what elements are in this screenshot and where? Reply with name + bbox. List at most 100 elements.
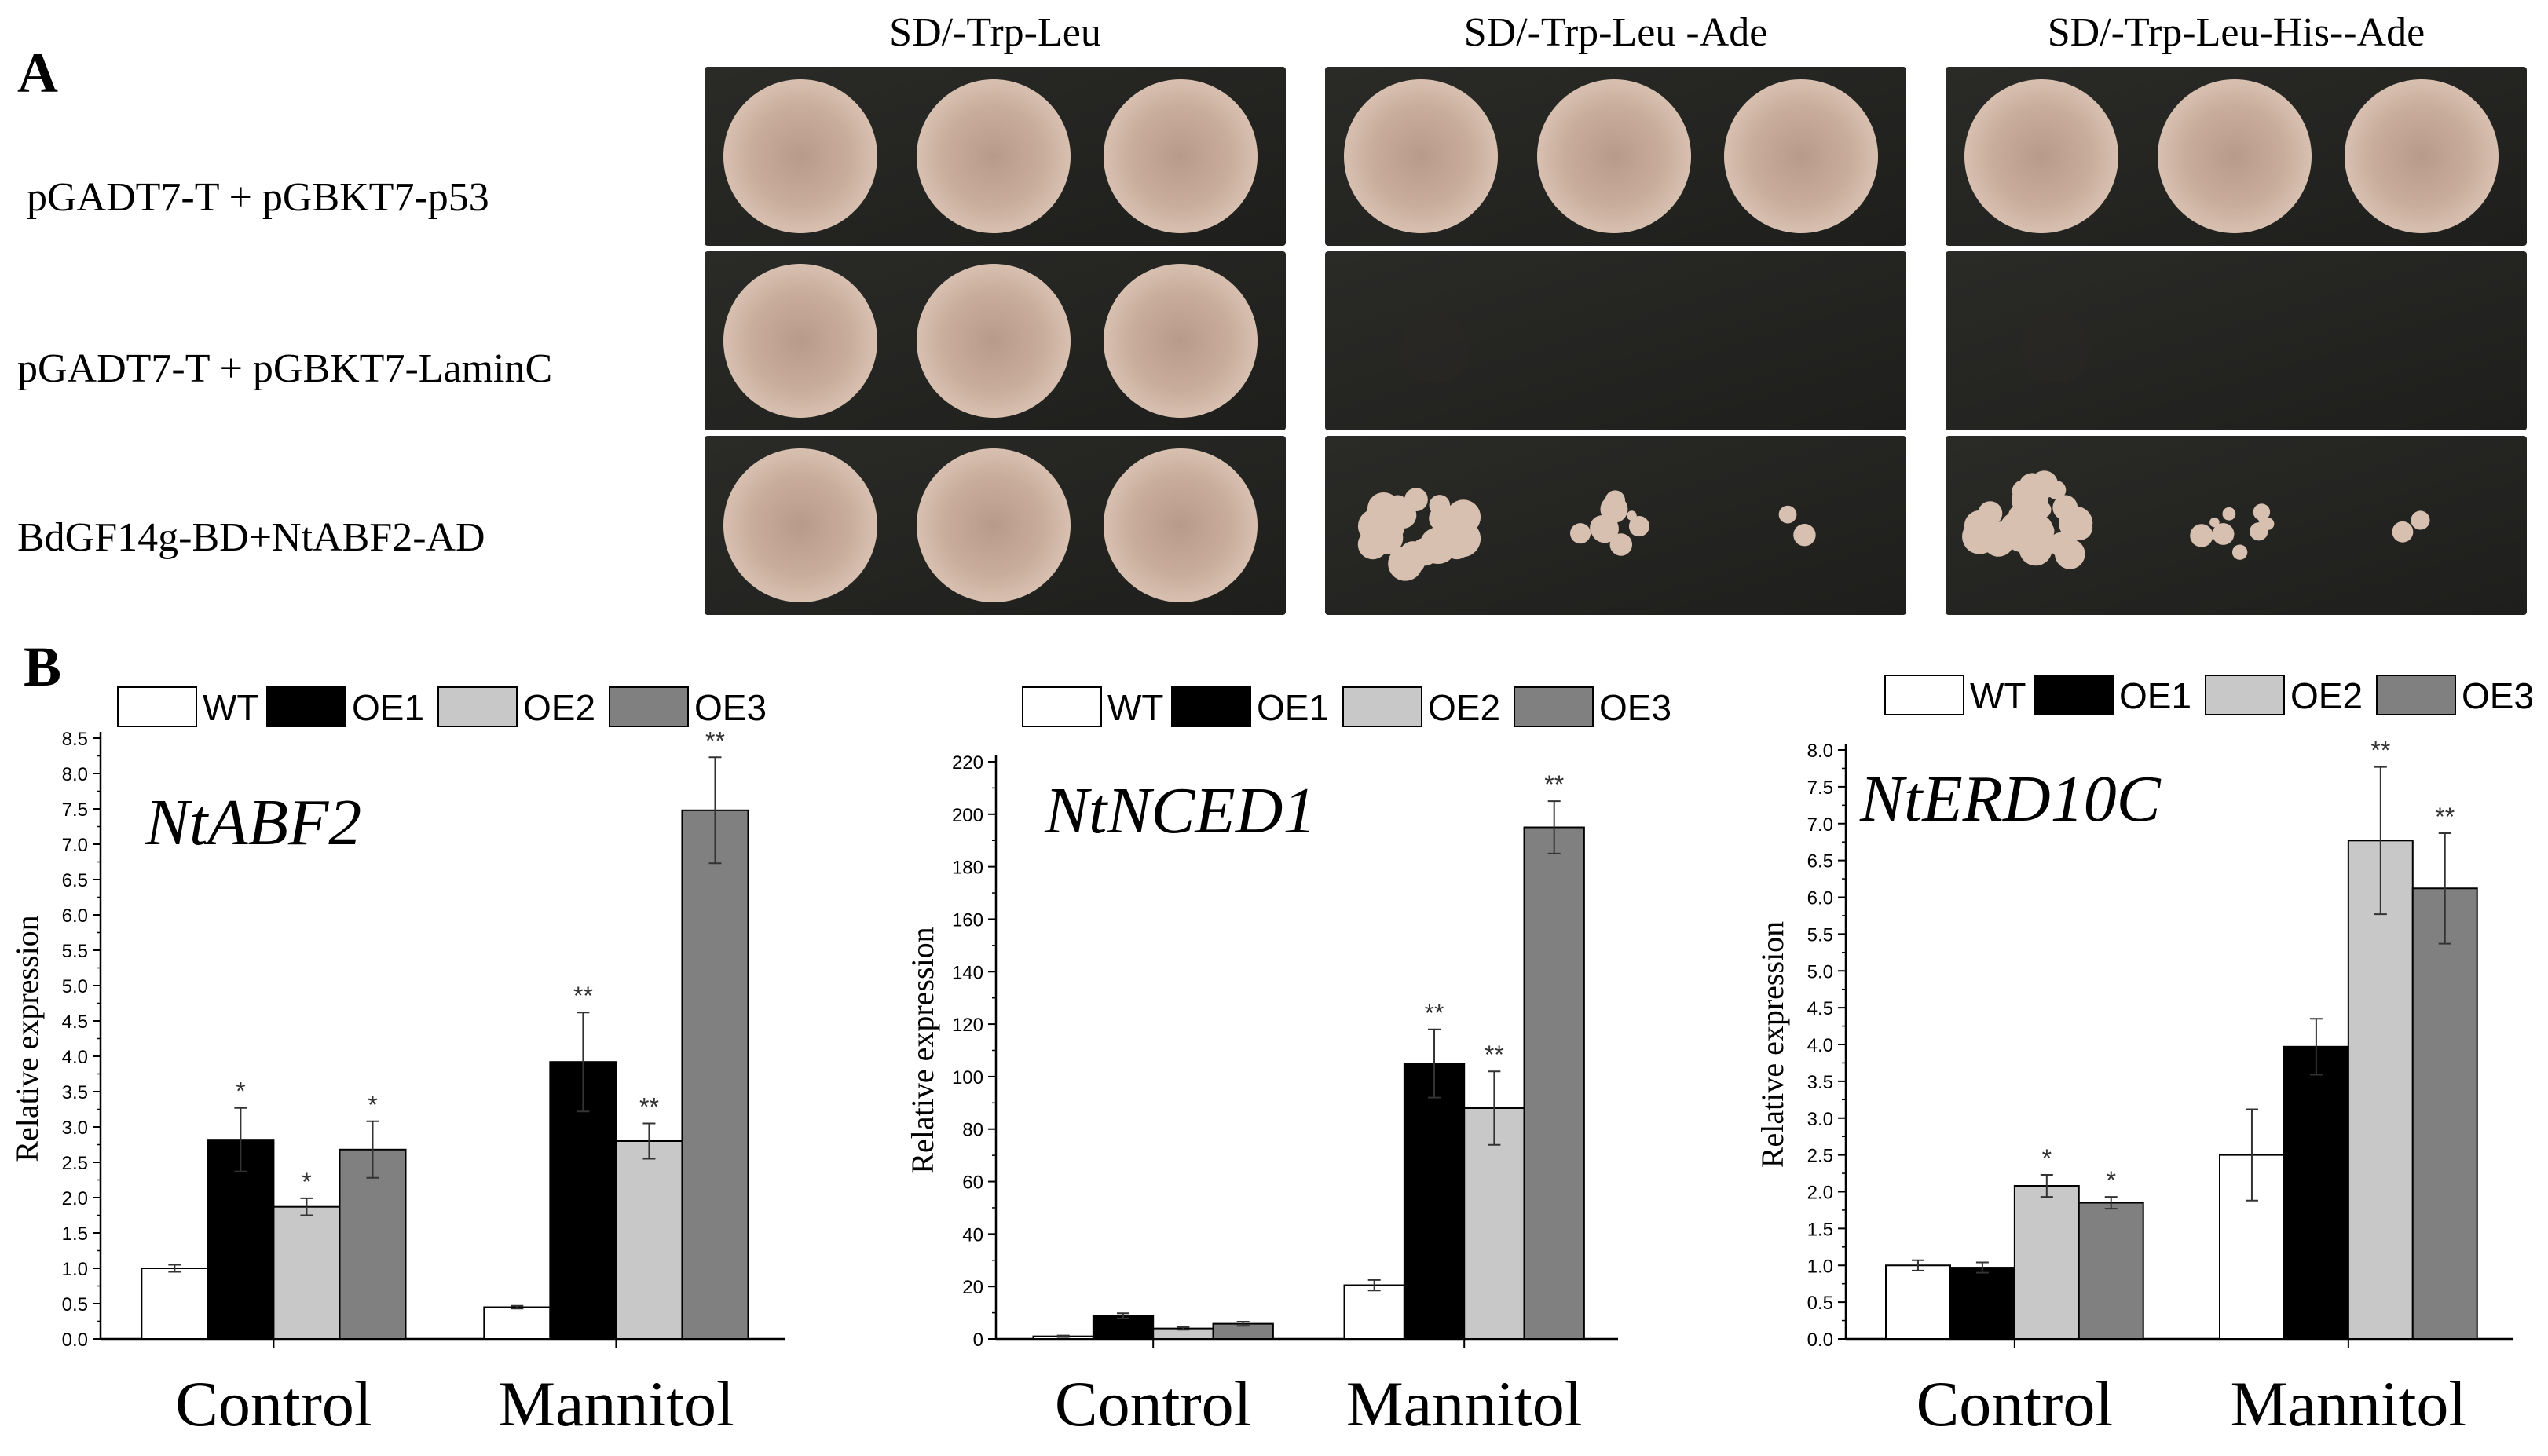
yeast-colony bbox=[1999, 511, 2037, 549]
y-tick-label: 5.0 bbox=[62, 976, 88, 997]
y-tick-label: 40 bbox=[962, 1224, 983, 1246]
yeast-spot bbox=[723, 79, 877, 233]
yeast-colony bbox=[1590, 515, 1615, 540]
column-header-sd-trp-leu: SD/-Trp-Leu bbox=[889, 10, 1101, 55]
y-tick-label: 5.0 bbox=[1807, 961, 1833, 982]
yeast-spot bbox=[2345, 79, 2499, 233]
y-tick-label: 120 bbox=[952, 1015, 983, 1036]
y-tick-label: 1.5 bbox=[62, 1224, 88, 1245]
y-tick-label: 2.5 bbox=[62, 1153, 88, 1174]
plate-r3-c3 bbox=[1946, 436, 2527, 615]
legend-swatch-oe1 bbox=[1171, 686, 1251, 727]
y-axis-label: Relative expression bbox=[905, 927, 940, 1173]
bar-oe2-mannitol bbox=[1463, 1107, 1525, 1340]
yeast-spot bbox=[1724, 79, 1878, 233]
yeast-spot bbox=[917, 264, 1071, 418]
legend-swatch-oe2 bbox=[2205, 675, 2285, 715]
y-tick-label: 140 bbox=[952, 962, 983, 983]
faint-spot bbox=[1400, 314, 1470, 383]
yeast-colony bbox=[1388, 546, 1423, 581]
x-category-label: Control bbox=[175, 1368, 372, 1440]
y-tick-label: 160 bbox=[952, 909, 983, 931]
significance-mark: ** bbox=[1485, 1041, 1504, 1069]
legend-label-oe3: OE3 bbox=[2462, 675, 2534, 716]
yeast-colony bbox=[2212, 523, 2235, 545]
row-label-bdgf14g: BdGF14g-BD+NtABF2-AD bbox=[17, 515, 485, 560]
yeast-colony bbox=[1793, 524, 1816, 547]
yeast-colony bbox=[2253, 503, 2271, 521]
plate-r3-c1 bbox=[705, 436, 1286, 615]
y-tick-label: 8.0 bbox=[1807, 741, 1833, 762]
yeast-spot bbox=[917, 79, 1071, 233]
legend-swatch-wt bbox=[1884, 675, 1964, 715]
y-tick-label: 2.5 bbox=[1807, 1146, 1833, 1167]
yeast-colony bbox=[2190, 524, 2213, 547]
legend-label-oe2: OE2 bbox=[1428, 687, 1500, 728]
significance-mark: ** bbox=[2370, 737, 2390, 765]
legend-label-oe3: OE3 bbox=[694, 687, 767, 728]
legend-label-wt: WT bbox=[1107, 687, 1164, 728]
y-tick-label: 7.0 bbox=[1807, 814, 1833, 836]
y-tick-label: 180 bbox=[952, 858, 983, 879]
yeast-spot bbox=[1344, 79, 1498, 233]
yeast-colony bbox=[2019, 473, 2046, 500]
bar-oe2-control bbox=[2013, 1185, 2080, 1340]
chart-title: NtNCED1 bbox=[1044, 774, 1316, 847]
yeast-colony bbox=[2222, 507, 2236, 521]
legend-label-oe3: OE3 bbox=[1599, 687, 1671, 728]
panel-a-letter: A bbox=[17, 42, 58, 104]
y-tick-label: 3.5 bbox=[1807, 1072, 1833, 1093]
legend-label-oe2: OE2 bbox=[523, 687, 595, 728]
y-tick-label: 2.0 bbox=[62, 1188, 88, 1209]
yeast-colony bbox=[2209, 517, 2220, 528]
chart-nterd10c: WT OE1 OE2 OE3 0.0 0.5 1.0 1.5 2.0 2.5 3.0 3.5 4.0 4.… bbox=[1755, 675, 2534, 1440]
bar-wt-mannitol bbox=[1343, 1284, 1405, 1340]
plate-r2-c2 bbox=[1325, 251, 1906, 430]
y-tick-label: 8.0 bbox=[62, 764, 88, 785]
bar-oe3-mannitol bbox=[2411, 887, 2478, 1340]
yeast-colony bbox=[2231, 544, 2248, 560]
significance-mark: ** bbox=[1425, 999, 1444, 1027]
y-tick-label: 0.5 bbox=[62, 1294, 88, 1315]
y-tick-label: 60 bbox=[962, 1172, 983, 1194]
plate-r3-c2 bbox=[1325, 436, 1906, 615]
plate-r2-c1 bbox=[705, 251, 1286, 430]
y-tick-label: 7.5 bbox=[62, 799, 88, 821]
yeast-colony bbox=[1446, 499, 1481, 535]
plate-r1-c2 bbox=[1325, 67, 1906, 246]
y-tick-label: 3.5 bbox=[62, 1082, 88, 1103]
legend-label-oe1: OE1 bbox=[2119, 675, 2191, 716]
y-tick-label: 1.0 bbox=[62, 1259, 88, 1280]
y-tick-label: 0 bbox=[973, 1330, 983, 1351]
y-tick-label: 6.5 bbox=[62, 870, 88, 891]
y-tick-label: 20 bbox=[962, 1277, 983, 1298]
y-tick-label: 100 bbox=[952, 1067, 983, 1088]
bar-wt-control bbox=[1885, 1264, 1951, 1340]
yeast-spot bbox=[1104, 264, 1258, 418]
legend-label-oe2: OE2 bbox=[2290, 675, 2363, 716]
plate-r1-c1 bbox=[705, 67, 1286, 246]
yeast-colony bbox=[2055, 539, 2085, 569]
y-tick-label: 6.5 bbox=[1807, 851, 1833, 873]
yeast-colony bbox=[2411, 510, 2430, 530]
y-tick-label: 8.5 bbox=[62, 729, 88, 750]
significance-mark: * bbox=[302, 1168, 311, 1196]
panel-b-letter: B bbox=[24, 635, 62, 698]
y-tick-label: 0.5 bbox=[1807, 1293, 1833, 1314]
bar-oe2-control bbox=[273, 1205, 341, 1340]
yeast-spot bbox=[723, 448, 877, 602]
y-tick-label: 2.0 bbox=[1807, 1183, 1833, 1204]
significance-mark: * bbox=[236, 1077, 245, 1106]
yeast-spot bbox=[1964, 79, 2118, 233]
significance-mark: ** bbox=[1544, 770, 1564, 799]
chart-title: NtERD10C bbox=[1859, 763, 2162, 836]
y-tick-label: 0.0 bbox=[62, 1330, 88, 1351]
yeast-colony bbox=[1628, 516, 1649, 537]
row-label-laminc: pGADT7-T + pGBKT7-LaminC bbox=[17, 346, 553, 391]
y-tick-label: 5.5 bbox=[62, 941, 88, 962]
y-tick-label: 80 bbox=[962, 1120, 983, 1141]
y-tick-label: 220 bbox=[952, 752, 983, 774]
yeast-spot bbox=[1537, 79, 1691, 233]
yeast-colony bbox=[1627, 510, 1637, 521]
bar-oe1-control bbox=[207, 1139, 275, 1340]
